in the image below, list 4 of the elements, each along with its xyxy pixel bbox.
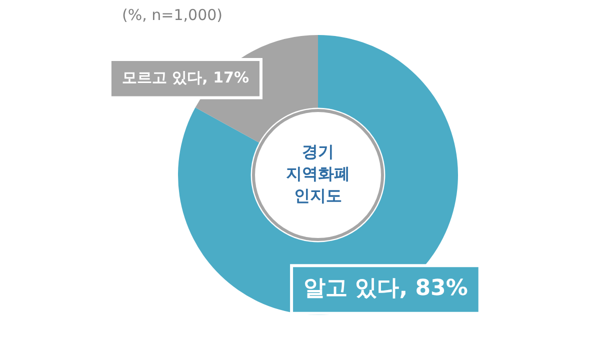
text: (%, n=1,000)	[122, 6, 223, 24]
slice-label: 알고 있다, 83%	[304, 276, 468, 302]
text: 경기 지역화폐 인지도	[286, 142, 350, 206]
slice-label: 모르고 있다, 17%	[122, 68, 249, 86]
